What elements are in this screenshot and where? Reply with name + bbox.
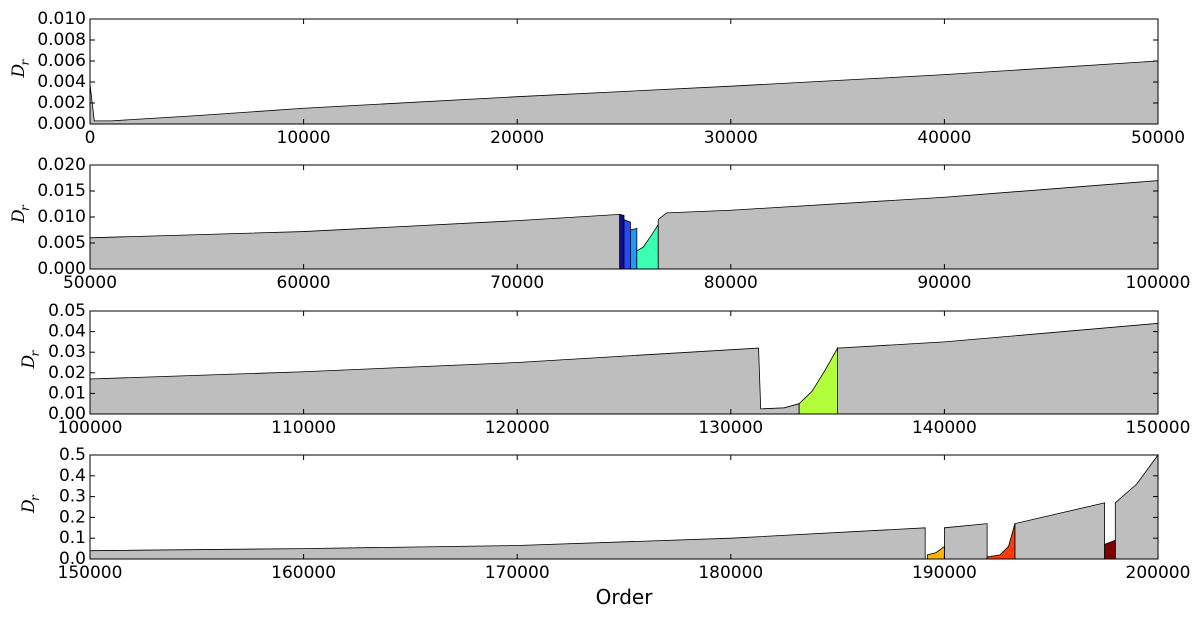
area [837, 322, 1159, 415]
y-tick-label: 0.5 [59, 445, 86, 465]
y-tick-label: 0.004 [37, 72, 86, 92]
y-tick-label: 0.010 [37, 207, 86, 227]
plot-frame [89, 18, 1159, 125]
x-tick-label: 40000 [917, 128, 971, 148]
x-tick-label: 100000 [1126, 273, 1191, 293]
plot-frame [89, 454, 1159, 560]
area [657, 180, 1159, 270]
y-tick-label: 0.000 [37, 114, 86, 134]
x-tick-label: 130000 [698, 418, 763, 438]
y-tick-label: 0.000 [37, 259, 86, 279]
y-tick-label: 0.0 [59, 549, 86, 569]
x-tick-label: 200000 [1126, 563, 1191, 583]
x-axis-label: Order [596, 585, 654, 609]
area [798, 346, 838, 415]
area [986, 523, 1016, 560]
x-tick-label: 120000 [485, 418, 550, 438]
x-tick-label: 60000 [277, 273, 331, 293]
x-tick-label: 190000 [912, 563, 977, 583]
x-tick-label: 170000 [485, 563, 550, 583]
area [636, 223, 659, 270]
y-tick-label: 0.2 [59, 507, 86, 527]
x-tick-label: 50000 [63, 273, 117, 293]
y-tick-label: 0.010 [37, 9, 86, 29]
y-label-main: D [9, 64, 29, 79]
y-tick-label: 0.03 [48, 342, 86, 362]
area [619, 213, 625, 270]
y-tick-label: 0.006 [37, 51, 86, 71]
y-label-sub: r [18, 59, 32, 66]
y-tick-label: 0.01 [48, 383, 86, 403]
y-tick-label: 0.1 [59, 528, 86, 548]
area [89, 213, 621, 270]
area [630, 227, 638, 270]
y-tick-label: 0.3 [59, 487, 86, 507]
plot-frame [89, 310, 1159, 415]
x-tick-label: 0 [85, 128, 96, 148]
x-tick-label: 160000 [271, 563, 336, 583]
x-tick-label: 10000 [277, 128, 331, 148]
x-tick-label: 110000 [271, 418, 336, 438]
x-tick-label: 90000 [917, 273, 971, 293]
y-label-main: D [19, 355, 39, 370]
x-tick-label: 100000 [58, 418, 123, 438]
y-label-sub: r [18, 204, 32, 211]
x-tick-label: 140000 [912, 418, 977, 438]
y-axis-label: Dr [19, 494, 42, 514]
y-label-main: D [9, 209, 29, 224]
y-tick-label: 0.00 [48, 404, 86, 424]
y-tick-label: 0.008 [37, 30, 86, 50]
x-tick-label: 150000 [58, 563, 123, 583]
y-tick-label: 0.005 [37, 233, 86, 253]
x-tick-label: 70000 [490, 273, 544, 293]
x-tick-label: 180000 [698, 563, 763, 583]
y-tick-label: 0.015 [37, 181, 86, 201]
y-label-main: D [19, 499, 39, 514]
y-label-sub: r [28, 350, 42, 357]
area [623, 219, 631, 270]
area [89, 60, 1159, 125]
x-tick-label: 30000 [704, 128, 758, 148]
y-label-sub: r [28, 494, 42, 501]
area [89, 347, 800, 415]
x-tick-label: 50000 [1131, 128, 1185, 148]
x-tick-label: 20000 [490, 128, 544, 148]
x-tick-label: 80000 [704, 273, 758, 293]
y-tick-label: 0.04 [48, 322, 86, 342]
y-tick-label: 0.020 [37, 155, 86, 175]
area [1104, 539, 1116, 560]
area [944, 523, 988, 560]
y-tick-label: 0.4 [59, 466, 86, 486]
area [926, 545, 945, 560]
area [89, 527, 926, 560]
area [1014, 502, 1105, 560]
y-tick-label: 0.002 [37, 93, 86, 113]
y-axis-label: Dr [9, 59, 32, 79]
y-tick-label: 0.05 [48, 301, 86, 321]
x-tick-label: 150000 [1126, 418, 1191, 438]
area [1114, 453, 1159, 560]
y-axis-label: Dr [9, 204, 32, 224]
y-axis-label: Dr [19, 350, 42, 370]
y-tick-label: 0.02 [48, 363, 86, 383]
